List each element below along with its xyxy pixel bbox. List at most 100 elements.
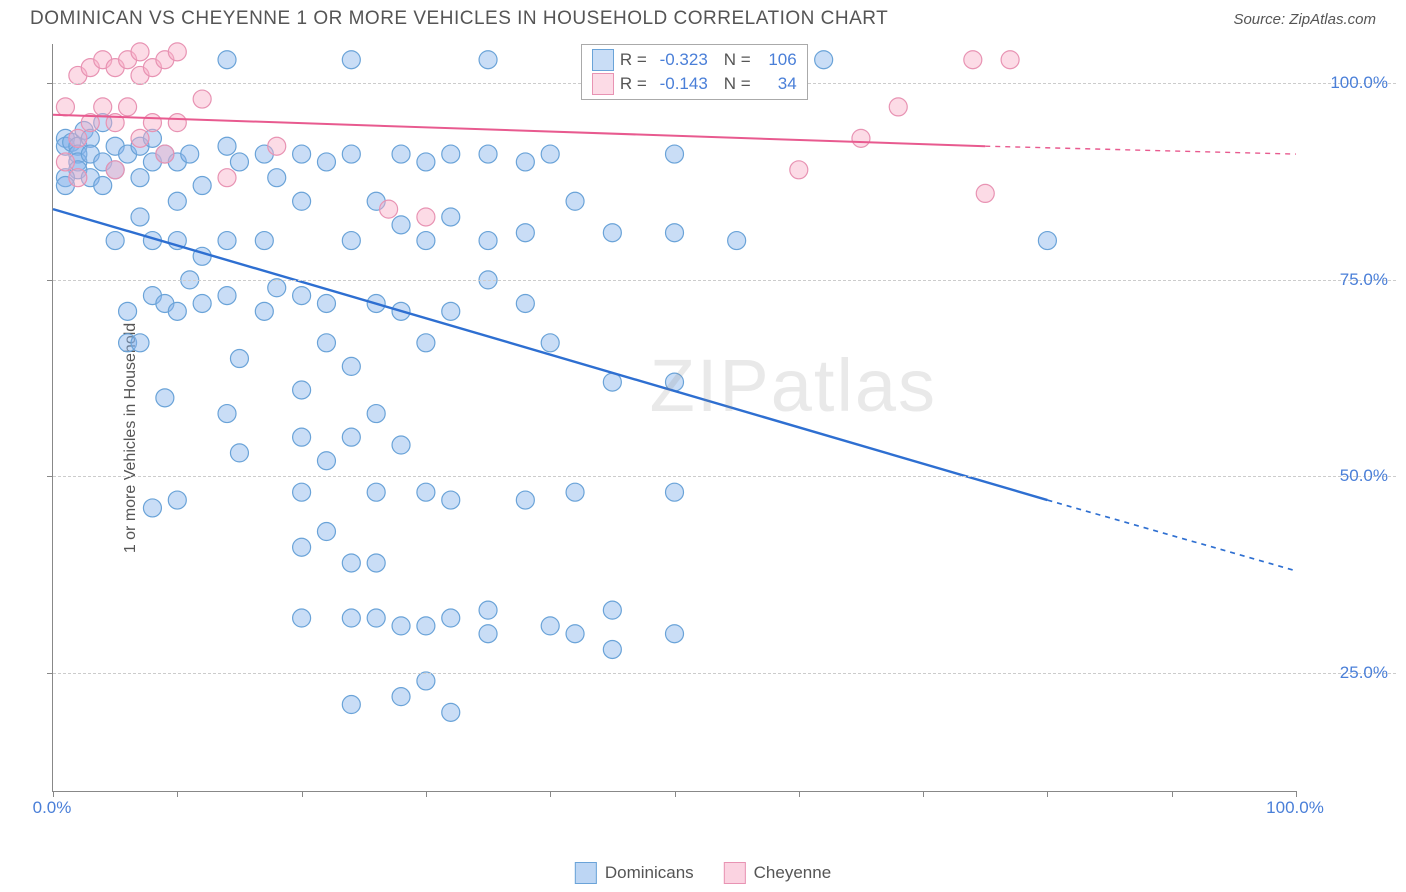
legend-r-label: R = <box>620 74 647 94</box>
trend-line-extrapolated <box>1047 500 1296 571</box>
scatter-point <box>131 334 149 352</box>
bottom-legend-label: Dominicans <box>605 863 694 883</box>
legend-n-label: N = <box>724 50 751 70</box>
y-tick-label: 75.0% <box>1340 270 1388 290</box>
plot-area: ZIPatlas <box>52 44 1296 792</box>
scatter-point <box>293 428 311 446</box>
scatter-point <box>293 287 311 305</box>
scatter-point <box>143 114 161 132</box>
scatter-point <box>106 232 124 250</box>
scatter-point <box>392 617 410 635</box>
bottom-legend-item: Dominicans <box>575 862 694 884</box>
scatter-point <box>268 279 286 297</box>
scatter-point <box>193 294 211 312</box>
scatter-point <box>218 51 236 69</box>
scatter-point <box>268 169 286 187</box>
scatter-point <box>131 169 149 187</box>
scatter-point <box>392 145 410 163</box>
scatter-point <box>317 294 335 312</box>
y-tick-label: 25.0% <box>1340 663 1388 683</box>
scatter-point <box>790 161 808 179</box>
scatter-point <box>342 232 360 250</box>
chart-title: DOMINICAN VS CHEYENNE 1 OR MORE VEHICLES… <box>30 8 888 30</box>
scatter-point <box>342 51 360 69</box>
scatter-point <box>293 609 311 627</box>
scatter-point <box>603 601 621 619</box>
scatter-point <box>94 98 112 116</box>
scatter-point <box>479 145 497 163</box>
scatter-point <box>417 153 435 171</box>
scatter-point <box>852 129 870 147</box>
scatter-point <box>119 302 137 320</box>
scatter-point <box>218 405 236 423</box>
scatter-point <box>516 491 534 509</box>
scatter-point <box>367 609 385 627</box>
scatter-point <box>193 90 211 108</box>
scatter-point <box>69 169 87 187</box>
scatter-point <box>342 696 360 714</box>
bottom-legend: Dominicans Cheyenne <box>575 862 831 884</box>
scatter-point <box>317 334 335 352</box>
scatter-point <box>131 208 149 226</box>
x-tick-label: 100.0% <box>1266 798 1324 818</box>
scatter-point <box>417 208 435 226</box>
scatter-point <box>342 428 360 446</box>
legend-n-label: N = <box>724 74 751 94</box>
scatter-point <box>815 51 833 69</box>
legend-r-label: R = <box>620 50 647 70</box>
scatter-point <box>342 609 360 627</box>
scatter-point <box>293 538 311 556</box>
scatter-point <box>56 153 74 171</box>
scatter-point <box>479 51 497 69</box>
legend-r-value: -0.323 <box>653 50 708 70</box>
scatter-point <box>119 98 137 116</box>
scatter-point <box>442 145 460 163</box>
scatter-point <box>367 554 385 572</box>
scatter-point <box>293 483 311 501</box>
scatter-point <box>728 232 746 250</box>
scatter-point <box>976 184 994 202</box>
bottom-legend-item: Cheyenne <box>724 862 832 884</box>
scatter-point <box>666 483 684 501</box>
scatter-point <box>367 483 385 501</box>
trend-line-extrapolated <box>985 146 1296 154</box>
scatter-point <box>131 43 149 61</box>
scatter-point <box>417 617 435 635</box>
scatter-point <box>666 224 684 242</box>
scatter-point <box>230 444 248 462</box>
chart-container: 1 or more Vehicles in Household ZIPatlas… <box>26 44 1396 832</box>
scatter-point <box>666 145 684 163</box>
legend-r-value: -0.143 <box>653 74 708 94</box>
scatter-point <box>342 145 360 163</box>
scatter-point <box>479 601 497 619</box>
scatter-point <box>442 302 460 320</box>
scatter-point <box>156 145 174 163</box>
scatter-point <box>479 232 497 250</box>
scatter-point <box>106 161 124 179</box>
scatter-point <box>94 177 112 195</box>
scatter-point <box>268 137 286 155</box>
trend-line <box>53 115 985 146</box>
bottom-legend-label: Cheyenne <box>754 863 832 883</box>
scatter-point <box>392 688 410 706</box>
legend-swatch-dominicans <box>575 862 597 884</box>
stats-legend-box: R = -0.323 N = 106 R = -0.143 N = 34 <box>581 44 808 100</box>
scatter-point <box>293 145 311 163</box>
scatter-point <box>1038 232 1056 250</box>
scatter-point <box>541 334 559 352</box>
legend-n-value: 34 <box>757 74 797 94</box>
scatter-point <box>218 287 236 305</box>
scatter-point <box>56 98 74 116</box>
scatter-point <box>367 405 385 423</box>
scatter-point <box>156 389 174 407</box>
scatter-point <box>193 177 211 195</box>
scatter-point <box>293 192 311 210</box>
scatter-point <box>131 129 149 147</box>
scatter-point <box>417 672 435 690</box>
scatter-point <box>541 145 559 163</box>
scatter-point <box>392 436 410 454</box>
scatter-point <box>964 51 982 69</box>
stats-legend-row: R = -0.143 N = 34 <box>592 73 797 95</box>
scatter-point <box>666 625 684 643</box>
scatter-point <box>218 137 236 155</box>
